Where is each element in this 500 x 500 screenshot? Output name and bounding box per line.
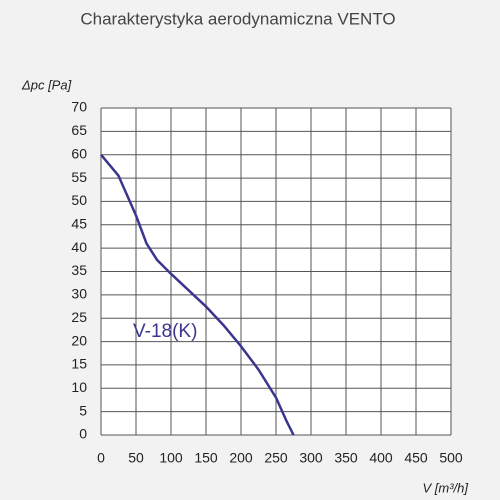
y-tick-label: 45 bbox=[71, 215, 87, 231]
y-tick-label: 35 bbox=[71, 262, 87, 278]
y-tick-label: 60 bbox=[71, 145, 87, 161]
x-tick-label: 250 bbox=[264, 450, 288, 466]
x-axis-label: V [m³/h] bbox=[422, 480, 468, 495]
y-tick-label: 0 bbox=[79, 426, 87, 442]
x-tick-label: 350 bbox=[334, 450, 358, 466]
x-tick-label: 300 bbox=[299, 450, 323, 466]
y-tick-label: 15 bbox=[71, 356, 87, 372]
series-label: V-18(K) bbox=[133, 321, 197, 342]
chart-title: Charakterystyka aerodynamiczna VENTO bbox=[80, 9, 395, 28]
y-tick-label: 20 bbox=[71, 332, 87, 348]
x-tick-label: 450 bbox=[404, 450, 428, 466]
y-tick-label: 30 bbox=[71, 286, 87, 302]
x-tick-label: 0 bbox=[97, 450, 105, 466]
data-line bbox=[100, 153, 295, 436]
x-tick-label: 500 bbox=[439, 450, 463, 466]
x-tick-label: 200 bbox=[229, 450, 253, 466]
y-tick-label: 5 bbox=[79, 402, 87, 418]
y-tick-label: 70 bbox=[71, 99, 87, 115]
y-tick-label: 40 bbox=[71, 239, 87, 255]
x-tick-label: 100 bbox=[159, 450, 183, 466]
y-tick-label: 10 bbox=[71, 379, 87, 395]
x-tick-label: 400 bbox=[369, 450, 393, 466]
y-tick-label: 65 bbox=[71, 122, 87, 138]
y-tick-label: 55 bbox=[71, 169, 87, 185]
y-tick-label: 50 bbox=[71, 192, 87, 208]
y-tick-label: 25 bbox=[71, 309, 87, 325]
x-tick-label: 50 bbox=[128, 450, 144, 466]
y-axis-label: Δpc [Pa] bbox=[21, 77, 72, 92]
x-tick-label: 150 bbox=[194, 450, 218, 466]
